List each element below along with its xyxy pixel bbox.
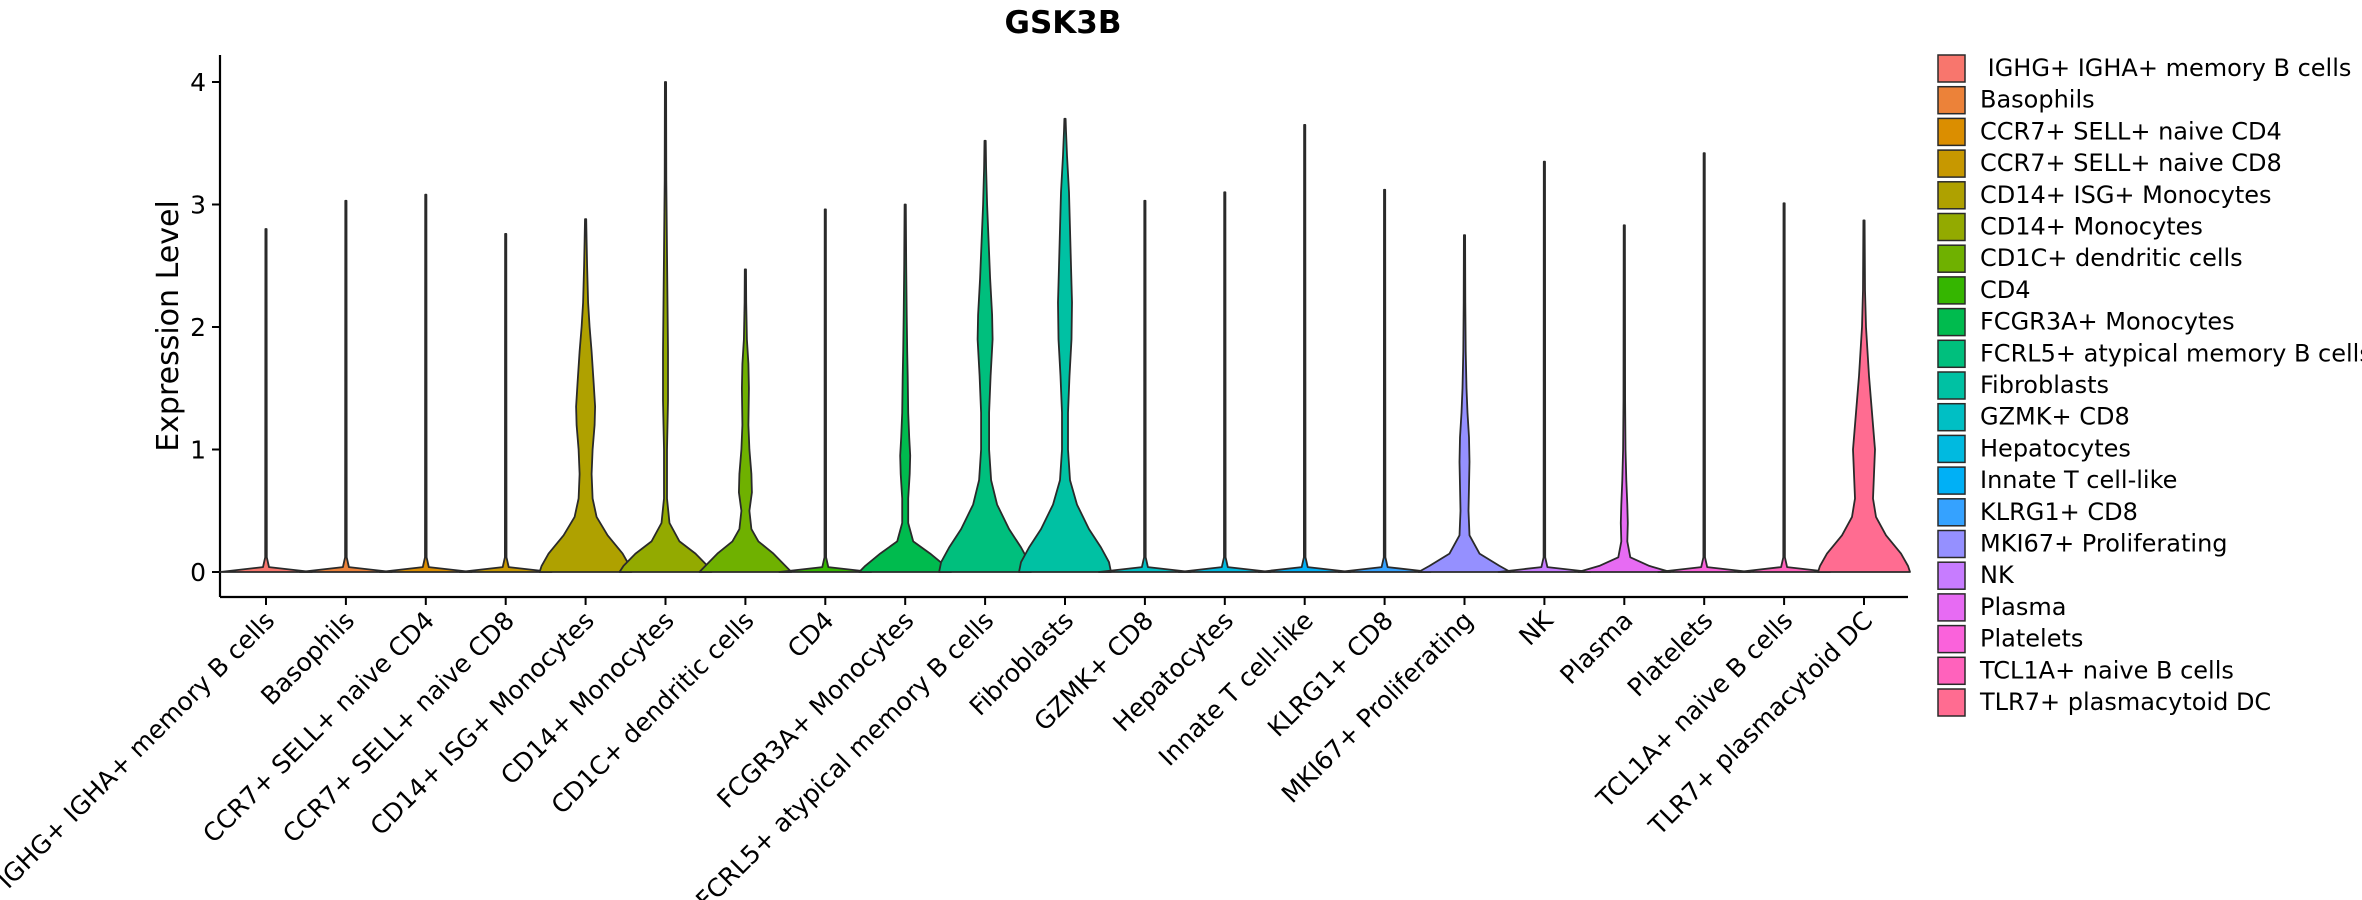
legend-key: [1937, 498, 1966, 527]
violin: [618, 81, 713, 573]
violin: [778, 208, 873, 573]
legend-key: [1937, 371, 1966, 400]
legend-label: TLR7+ plasmacytoid DC: [1979, 688, 2271, 716]
violin: [1337, 188, 1432, 573]
legend-key: [1937, 593, 1966, 622]
legend-key: [1937, 339, 1966, 369]
violin: [378, 193, 473, 573]
violin: [1177, 191, 1272, 573]
legend-key: [1937, 466, 1966, 495]
violin: [698, 268, 793, 573]
legend-key: [1937, 85, 1966, 115]
legend-label: Plasma: [1980, 593, 2066, 621]
legend-label: Innate T cell-like: [1980, 466, 2177, 494]
x-tick-label: FCRL5+ atypical memory B cells: [690, 606, 999, 900]
violin: [1257, 124, 1352, 573]
y-tick-label: 3: [190, 191, 206, 220]
legend-key: [1937, 434, 1966, 464]
legend-key: [1937, 117, 1966, 147]
legend-label: Fibroblasts: [1980, 371, 2109, 399]
legend-label: Basophils: [1980, 86, 2095, 114]
violin: [938, 139, 1032, 573]
violin: [1577, 224, 1672, 573]
legend: IGHG+ IGHA+ memory B cells Basophils CCR7+…: [1937, 54, 2362, 717]
x-tick-label: CD4: [782, 606, 840, 664]
legend-label: CCR7+ SELL+ naive CD4: [1980, 117, 2282, 145]
legend-key: [1937, 529, 1966, 559]
violin: [1417, 234, 1512, 573]
violin: [1098, 199, 1192, 573]
y-tick-label: 1: [190, 436, 206, 465]
legend-key: [1937, 402, 1966, 432]
legend-label: MKI67+ Proliferating: [1980, 530, 2228, 558]
violin: [1737, 202, 1831, 573]
violin: [858, 203, 953, 573]
legend-key: [1937, 624, 1966, 654]
x-tick-label: NK: [1513, 605, 1559, 651]
violin: [299, 199, 393, 573]
y-tick-label: 2: [190, 313, 206, 342]
legend-key: [1937, 181, 1966, 210]
violin: [538, 218, 633, 573]
legend-key: [1937, 561, 1966, 590]
legend-key: [1937, 244, 1966, 273]
legend-key: [1937, 688, 1966, 717]
legend-label: Hepatocytes: [1980, 434, 2131, 462]
violin: [219, 228, 313, 573]
legend-key: [1937, 307, 1966, 337]
legend-label: CD4: [1980, 276, 2031, 304]
legend-label: FCGR3A+ Monocytes: [1980, 308, 2235, 336]
violin: [1657, 152, 1752, 573]
legend-key: [1937, 212, 1966, 242]
violin: [1817, 219, 1911, 573]
legend-label: IGHG+ IGHA+ memory B cells: [1980, 54, 2351, 82]
legend-label: Platelets: [1980, 625, 2083, 653]
violin: [1018, 117, 1112, 573]
legend-label: TCL1A+ naive B cells: [1979, 656, 2234, 684]
legend-key: [1937, 656, 1966, 686]
legend-label: CCR7+ SELL+ naive CD8: [1980, 149, 2282, 177]
legend-key: [1937, 149, 1966, 178]
legend-label: FCRL5+ atypical memory B cells: [1980, 339, 2362, 367]
y-axis-title: Expression Level: [151, 200, 186, 452]
legend-label: NK: [1980, 561, 2015, 589]
y-tick-label: 0: [190, 558, 206, 587]
legend-label: CD14+ ISG+ Monocytes: [1980, 181, 2272, 209]
legend-label: CD14+ Monocytes: [1980, 213, 2203, 241]
legend-label: CD1C+ dendritic cells: [1980, 244, 2243, 272]
legend-label: GZMK+ CD8: [1980, 403, 2130, 431]
x-tick-label: IGHG+ IGHA+ memory B cells: [0, 606, 280, 894]
chart-title: GSK3B: [1005, 5, 1122, 41]
y-tick-label: 4: [190, 68, 206, 97]
legend-key: [1937, 276, 1966, 305]
legend-key: [1937, 54, 1966, 83]
violin: [1497, 160, 1592, 573]
violin: [458, 233, 553, 573]
legend-label: KLRG1+ CD8: [1980, 498, 2138, 526]
